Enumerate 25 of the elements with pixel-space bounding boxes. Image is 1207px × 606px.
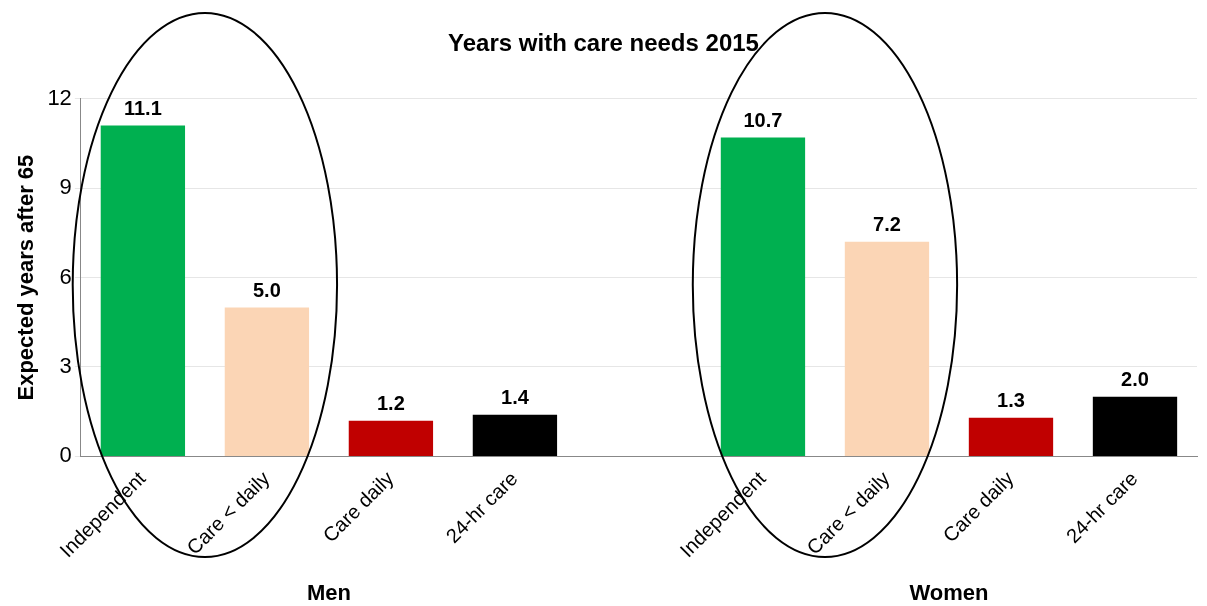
y-tick-label: 6	[59, 263, 72, 289]
y-tick-label: 0	[59, 442, 72, 468]
data-label: 1.2	[377, 392, 405, 415]
data-label: 11.1	[123, 97, 162, 120]
bar	[348, 420, 434, 456]
data-label: 5.0	[252, 278, 281, 301]
data-label: 1.3	[997, 389, 1025, 412]
bar	[1092, 396, 1178, 456]
text: Men	[306, 580, 351, 605]
bar	[844, 241, 930, 456]
bar	[472, 414, 558, 456]
text: Women	[909, 580, 989, 605]
data-label: 7.2	[873, 213, 901, 236]
bar	[720, 137, 806, 456]
chart-title: Years with care needs 2015	[448, 29, 759, 57]
y-tick-label: 12	[47, 84, 72, 110]
data-label: 1.4	[501, 386, 530, 409]
y-axis-title: Expected years after 65	[13, 154, 39, 401]
bar	[100, 125, 186, 456]
data-label: 2.0	[1121, 368, 1149, 391]
y-tick-label: 9	[59, 174, 72, 200]
data-label: 10.7	[743, 109, 783, 132]
bar	[224, 307, 310, 456]
y-tick-label: 3	[59, 353, 72, 379]
bar	[968, 417, 1054, 456]
